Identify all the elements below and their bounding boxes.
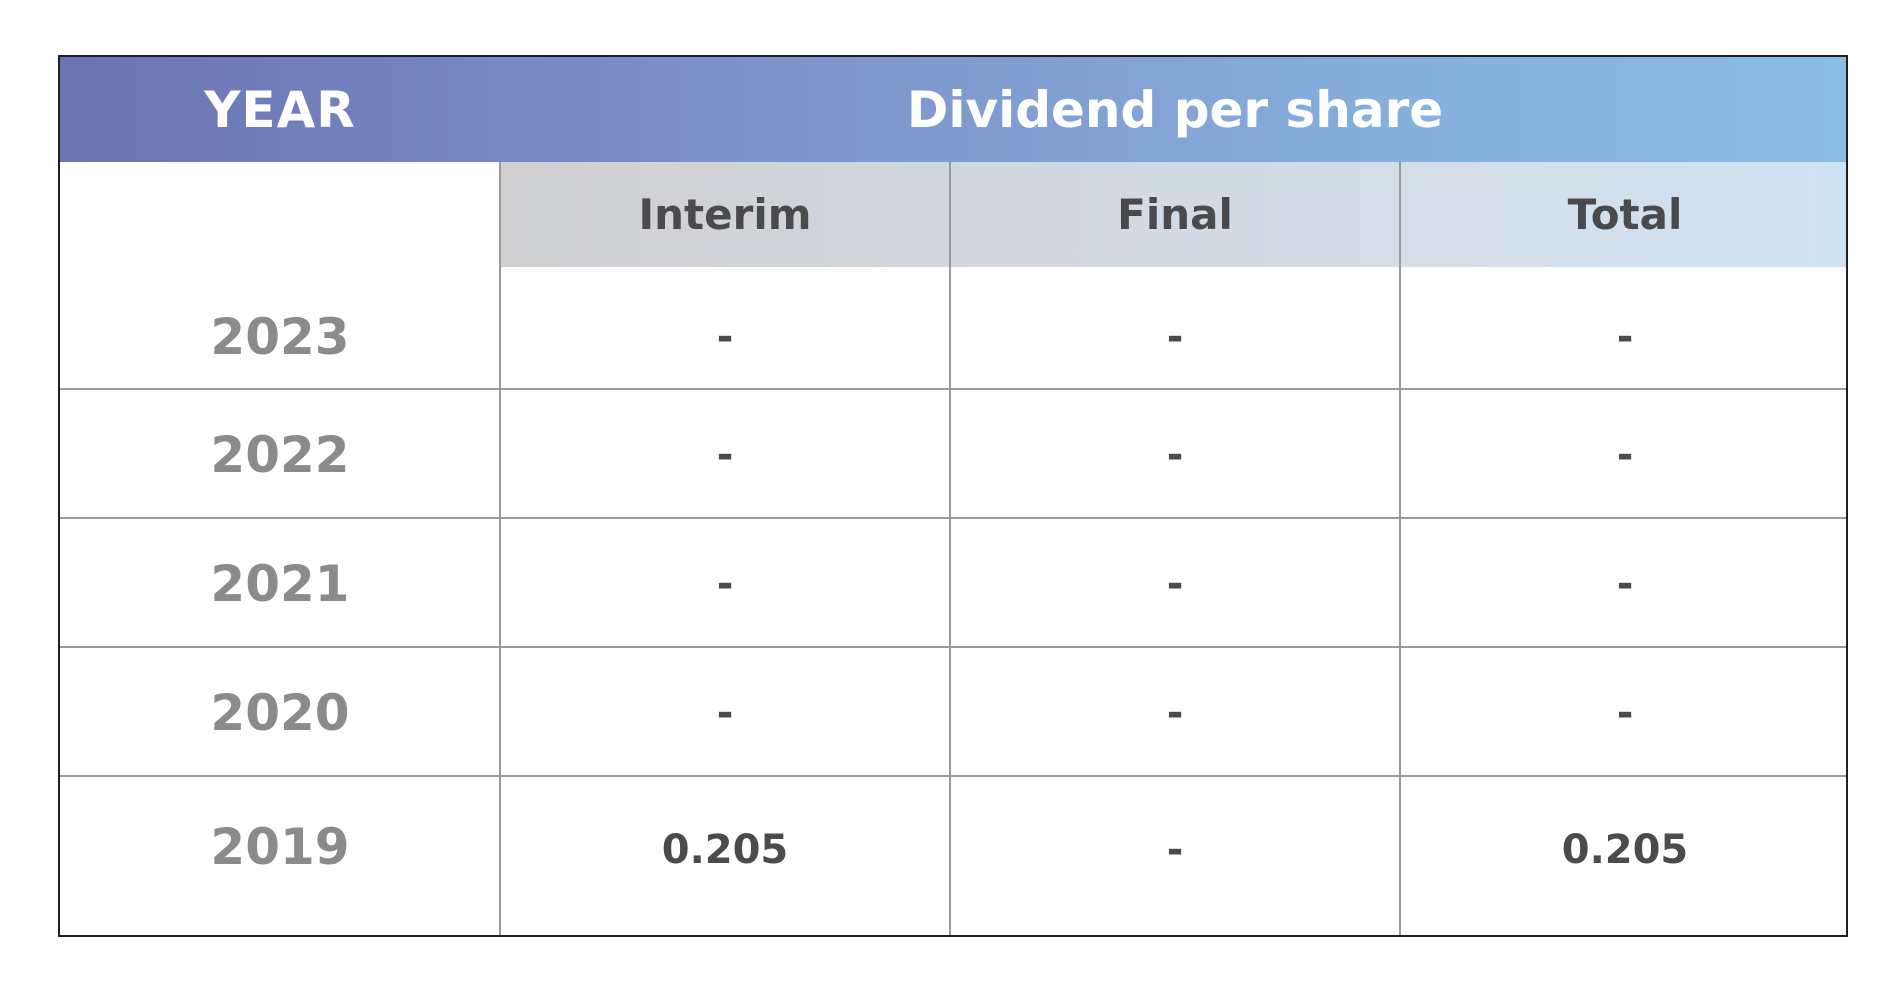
column-divider [499, 162, 501, 935]
row-divider [60, 517, 1846, 519]
row-divider [60, 388, 1846, 390]
row-divider [60, 775, 1846, 777]
interim-column-heading: Interim [638, 190, 812, 239]
final-cell: - [1166, 313, 1184, 360]
year-cell: 2021 [210, 554, 350, 613]
year-cell: 2023 [210, 307, 350, 366]
table-row: 2023 - - - [60, 272, 1846, 401]
dividend-per-share-heading: Dividend per share [906, 80, 1444, 139]
year-column-heading: YEAR [204, 80, 356, 139]
total-cell: - [1616, 313, 1634, 360]
row-divider [60, 646, 1846, 648]
table-row: 2019 0.205 - 0.205 [60, 777, 1846, 935]
year-cell: 2020 [210, 683, 350, 742]
table-header-band [60, 57, 1846, 162]
interim-cell: 0.205 [661, 827, 789, 873]
total-cell: 0.205 [1561, 827, 1689, 873]
total-cell: - [1616, 689, 1634, 736]
year-cell: 2022 [210, 425, 350, 484]
subheader-band [500, 162, 1846, 267]
interim-cell: - [716, 431, 734, 478]
dividend-table: YEAR Dividend per share Interim Final To… [58, 55, 1848, 937]
final-cell: - [1166, 689, 1184, 736]
column-divider [1399, 162, 1401, 935]
interim-cell: - [716, 313, 734, 360]
final-column-heading: Final [1117, 190, 1233, 239]
table-row: 2020 - - - [60, 648, 1846, 777]
total-cell: - [1616, 431, 1634, 478]
final-cell: - [1166, 827, 1184, 873]
total-column-heading: Total [1567, 190, 1683, 239]
table-row: 2022 - - - [60, 390, 1846, 519]
final-cell: - [1166, 560, 1184, 607]
table-row: 2021 - - - [60, 519, 1846, 648]
total-cell: - [1616, 560, 1634, 607]
interim-cell: - [716, 560, 734, 607]
column-divider [949, 162, 951, 935]
year-cell: 2019 [210, 818, 350, 876]
interim-cell: - [716, 689, 734, 736]
final-cell: - [1166, 431, 1184, 478]
